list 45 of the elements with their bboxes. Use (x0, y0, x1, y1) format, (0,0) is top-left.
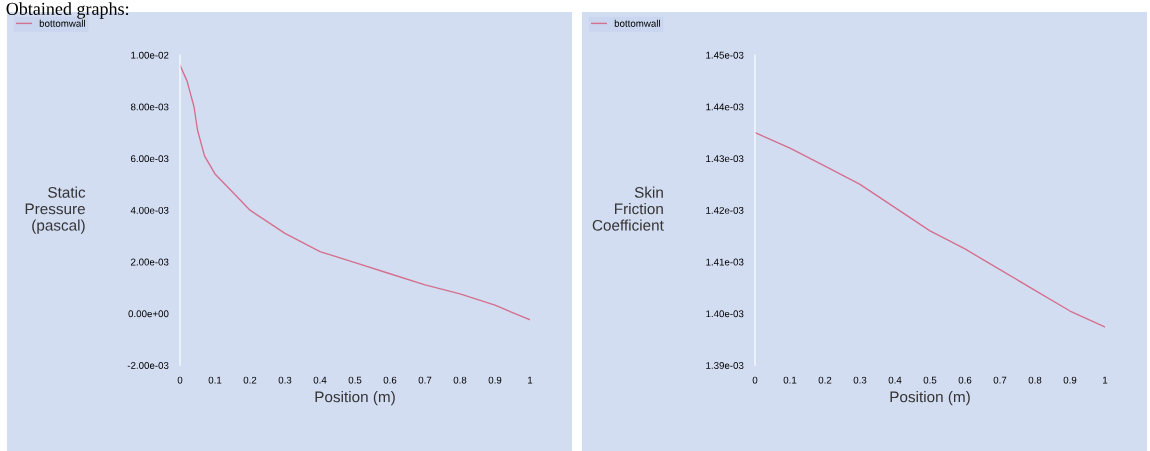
x-tick-label: 0.7 (418, 376, 432, 384)
x-tick-label: 0 (177, 376, 183, 384)
y-tick-label: 1.44e-03 (706, 103, 744, 111)
x-tick-label: 0.8 (1028, 376, 1042, 384)
x-tick-label: 0.1 (783, 376, 797, 384)
x-tick-label: 0.6 (383, 376, 397, 384)
y-tick-label: 4.00e-03 (130, 206, 169, 214)
x-tick-label: 0.9 (488, 376, 502, 384)
text: Obtained graphs: (6, 2, 129, 19)
x-tick-label: 0.1 (208, 376, 222, 384)
line-series (180, 64, 530, 321)
y-tick-label: 8.00e-03 (130, 103, 169, 111)
y-tick-label: -2.00e-03 (127, 362, 169, 369)
y-tick-label: 0.00e+00 (128, 310, 169, 318)
x-tick-label: 0.8 (453, 376, 467, 384)
y-tick-label: 1.39e-03 (706, 362, 744, 369)
x-tick-label: 0.7 (993, 376, 1007, 384)
x-tick-label: 0 (752, 376, 758, 384)
x-tick-label: 0.2 (243, 376, 257, 384)
x-tick-label: 0.2 (818, 376, 832, 384)
line-series (755, 131, 1105, 328)
y-tick-label: 1.45e-03 (706, 51, 744, 59)
y-tick-label: 1.00e-02 (131, 51, 169, 59)
x-tick-label: 0.4 (888, 376, 902, 384)
x-tick-label: 0.6 (958, 376, 972, 384)
y-tick-label: 2.00e-03 (131, 258, 169, 266)
x-tick-label: 0.9 (1063, 376, 1077, 384)
x-tick-label: 1 (528, 376, 533, 384)
legend-label: bottomwall (39, 19, 85, 27)
x-tick-label: 0.3 (853, 376, 867, 384)
x-tick-label: 0.5 (348, 376, 362, 384)
y-tick-label: 1.41e-03 (706, 258, 744, 266)
x-tick-label: 1 (1103, 376, 1108, 384)
x-tick-label: 0.4 (313, 376, 327, 384)
x-tick-label: 0.3 (278, 376, 292, 384)
y-tick-label: 1.40e-03 (706, 310, 744, 318)
y-tick-label: 1.43e-03 (706, 155, 744, 163)
x-tick-label: 0.5 (923, 376, 937, 384)
legend-label: bottomwall (614, 19, 660, 27)
y-tick-label: 6.00e-03 (131, 155, 169, 163)
y-tick-label: 1.42e-03 (706, 206, 744, 214)
y-axis-title: Skin Friction Coefficient (592, 186, 664, 231)
y-axis-title: Static Pressure (pascal) (25, 186, 86, 234)
x-axis-title: Position (m) (890, 391, 970, 406)
x-axis-title: Position (m) (315, 391, 395, 406)
